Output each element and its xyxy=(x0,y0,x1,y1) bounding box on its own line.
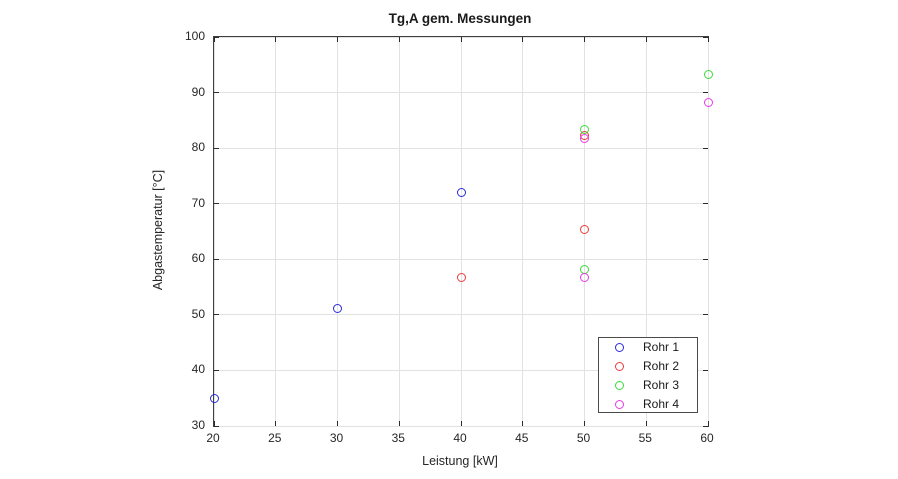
data-point-rohr-3 xyxy=(580,124,589,134)
x-tick-mark xyxy=(707,421,709,426)
y-tick-mark xyxy=(214,369,219,371)
horizontal-gridline xyxy=(214,203,708,205)
legend-row: Rohr 4 xyxy=(599,395,697,414)
y-tick-mark xyxy=(703,36,708,38)
data-point-rohr-2 xyxy=(456,272,466,282)
y-tick-label: 40 xyxy=(191,362,205,377)
y-tick-mark xyxy=(214,425,219,427)
x-tick-mark xyxy=(645,421,647,426)
data-point-rohr-3 xyxy=(703,70,713,80)
y-tick-mark xyxy=(214,203,219,205)
x-tick-mark xyxy=(645,37,647,42)
data-point-rohr-1 xyxy=(456,188,466,198)
legend-label: Rohr 1 xyxy=(643,340,680,354)
vertical-gridline xyxy=(645,37,647,426)
data-point-rohr-2 xyxy=(580,224,589,234)
x-tick-mark xyxy=(522,421,524,426)
data-point-rohr-4 xyxy=(580,134,589,144)
vertical-gridline xyxy=(213,37,215,426)
data-point-rohr-1 xyxy=(209,394,219,404)
legend-label: Rohr 4 xyxy=(643,397,680,411)
horizontal-gridline xyxy=(214,314,708,316)
y-tick-mark xyxy=(214,92,219,94)
x-axis-label: Leistung [kW] xyxy=(422,454,498,468)
x-tick-label: 25 xyxy=(268,431,282,445)
legend: Rohr 1 Rohr 2 Rohr 3 Rohr 4 xyxy=(598,337,698,413)
legend-row: Rohr 1 xyxy=(599,338,697,357)
x-tick-mark xyxy=(398,37,400,42)
horizontal-gridline xyxy=(214,369,708,371)
x-tick-label: 45 xyxy=(515,431,529,445)
x-tick-label: 40 xyxy=(453,431,467,445)
x-tick-label: 60 xyxy=(700,431,714,445)
data-point-rohr-1 xyxy=(333,304,342,314)
legend-marker-icon xyxy=(615,381,624,390)
y-tick-mark xyxy=(703,369,708,371)
horizontal-gridline xyxy=(214,147,708,149)
x-tick-label: 35 xyxy=(391,431,405,445)
x-tick-mark xyxy=(213,421,215,426)
legend-marker-icon xyxy=(615,400,624,409)
vertical-gridline xyxy=(398,37,400,426)
y-tick-mark xyxy=(214,36,219,38)
y-tick-mark xyxy=(703,314,708,316)
y-tick-mark xyxy=(214,147,219,149)
legend-row: Rohr 3 xyxy=(599,376,697,395)
legend-marker-icon xyxy=(615,343,624,352)
vertical-gridline xyxy=(707,37,709,426)
legend-marker-icon xyxy=(615,362,624,371)
y-tick-label: 30 xyxy=(191,418,205,432)
y-tick-mark xyxy=(703,92,708,94)
vertical-gridline xyxy=(522,37,524,426)
y-tick-label: 90 xyxy=(191,84,205,99)
x-tick-mark xyxy=(460,421,462,426)
x-tick-mark xyxy=(584,421,585,426)
x-tick-mark xyxy=(707,37,709,42)
x-tick-mark xyxy=(275,37,277,42)
x-tick-mark xyxy=(522,37,524,42)
x-tick-mark xyxy=(337,421,338,426)
plot-area xyxy=(209,36,713,427)
y-tick-mark xyxy=(703,203,708,205)
y-tick-label: 80 xyxy=(191,140,205,155)
y-tick-mark xyxy=(703,147,708,149)
y-tick-mark xyxy=(214,258,219,260)
y-tick-label: 50 xyxy=(191,306,205,321)
horizontal-gridline xyxy=(214,425,708,427)
x-tick-mark xyxy=(398,421,400,426)
x-tick-mark xyxy=(584,37,585,42)
x-tick-mark xyxy=(460,37,462,42)
x-tick-label: 30 xyxy=(329,431,344,445)
legend-row: Rohr 2 xyxy=(599,357,697,376)
data-point-rohr-4 xyxy=(703,98,713,108)
x-tick-label: 50 xyxy=(576,431,591,445)
vertical-gridline xyxy=(460,37,462,426)
horizontal-gridline xyxy=(214,258,708,260)
y-tick-label: 100 xyxy=(184,29,205,43)
x-tick-label: 55 xyxy=(638,431,652,445)
x-tick-label: 20 xyxy=(206,431,220,445)
y-axis-label: Abgastemperatur [°C] xyxy=(151,169,165,291)
y-tick-label: 60 xyxy=(191,251,205,266)
data-point-rohr-4 xyxy=(580,273,589,283)
legend-label: Rohr 2 xyxy=(643,359,680,373)
y-tick-mark xyxy=(703,425,708,427)
chart-title: Tg,A gem. Messungen xyxy=(388,11,532,26)
x-tick-mark xyxy=(275,421,277,426)
vertical-gridline xyxy=(337,37,338,426)
horizontal-gridline xyxy=(214,92,708,94)
x-tick-mark xyxy=(337,37,338,42)
vertical-gridline xyxy=(275,37,277,426)
legend-label: Rohr 3 xyxy=(643,378,680,392)
y-tick-mark xyxy=(214,314,219,316)
x-tick-mark xyxy=(213,37,215,42)
y-tick-label: 70 xyxy=(191,195,205,210)
y-tick-mark xyxy=(703,258,708,260)
